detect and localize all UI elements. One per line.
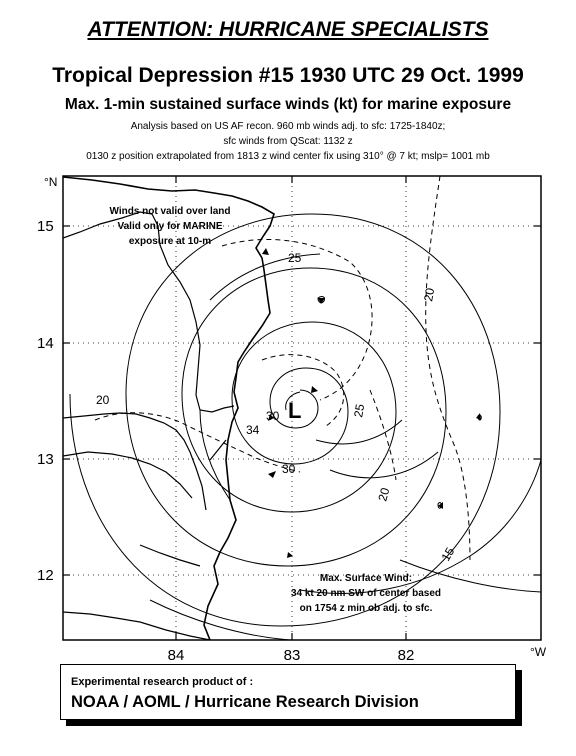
max-wind-line-3: on 1754 z min ob adj. to sfc. — [300, 603, 433, 614]
contour-label-15: 15 — [438, 545, 457, 564]
analysis-note-2: sfc winds from QScat: 1132 z — [223, 136, 353, 147]
lon-tick-84: 84 — [168, 647, 185, 664]
analysis-note-1: Analysis based on US AF recon. 960 mb wi… — [130, 121, 446, 132]
land-note-line-1: Winds not valid over land — [109, 206, 230, 217]
max-wind-line-2: 34 kt 20 nm SW of center based — [291, 588, 441, 599]
lat-tick-12: 12 — [37, 567, 54, 584]
contour-labels: 25 20 25 20 30 34 30 20 15 — [96, 251, 457, 564]
land-note-line-3: exposure at 10-m — [129, 236, 211, 247]
contour-label-34: 34 — [246, 423, 260, 437]
contour-label-25-north: 25 — [288, 251, 302, 265]
contour-label-30-south: 30 — [282, 462, 296, 476]
lon-tick-83: 83 — [284, 647, 301, 664]
coastline — [63, 176, 275, 640]
lon-tick-82: 82 — [398, 647, 415, 664]
contour-label-20-southeast: 20 — [375, 486, 392, 503]
footer-organization: NOAA / AOML / Hurricane Research Divisio… — [71, 693, 419, 711]
low-pressure-center: L — [288, 398, 301, 423]
contour-label-20-west: 20 — [96, 393, 110, 407]
lat-tick-14: 14 — [37, 335, 54, 352]
spiral-streamlines — [69, 213, 541, 640]
contour-label-20-east: 20 — [421, 287, 437, 303]
lat-tick-13: 13 — [37, 451, 54, 468]
latitude-unit: °N — [44, 175, 57, 189]
footer-credit-line: Experimental research product of : — [71, 676, 254, 688]
contour-label-30-inner: 30 — [266, 409, 280, 423]
axis-ticks — [63, 176, 541, 640]
lat-tick-15: 15 — [37, 218, 54, 235]
islands — [317, 296, 482, 509]
map-title: Tropical Depression #15 1930 UTC 29 Oct.… — [52, 64, 524, 87]
land-note-line-2: Valid only for MARINE — [117, 221, 222, 232]
max-wind-note: Max. Surface Wind: 34 kt 20 nm SW of cen… — [291, 573, 441, 614]
analysis-note-3: 0130 z position extrapolated from 1813 z… — [86, 151, 490, 162]
map-frame — [62, 175, 542, 641]
contour-label-25-east: 25 — [351, 403, 367, 419]
dashed-contours — [94, 176, 471, 561]
longitude-unit: °W — [530, 645, 547, 659]
max-wind-line-1: Max. Surface Wind: — [320, 573, 412, 584]
land-validity-note: Winds not valid over land Valid only for… — [109, 206, 230, 247]
map-content: 25 20 25 20 30 34 30 20 15 L Winds not v… — [63, 176, 541, 640]
map-subtitle: Max. 1-min sustained surface winds (kt) … — [64, 96, 512, 113]
attention-heading: ATTENTION: HURRICANE SPECIALISTS — [87, 18, 489, 41]
footer-box: Experimental research product of : NOAA … — [60, 664, 516, 720]
